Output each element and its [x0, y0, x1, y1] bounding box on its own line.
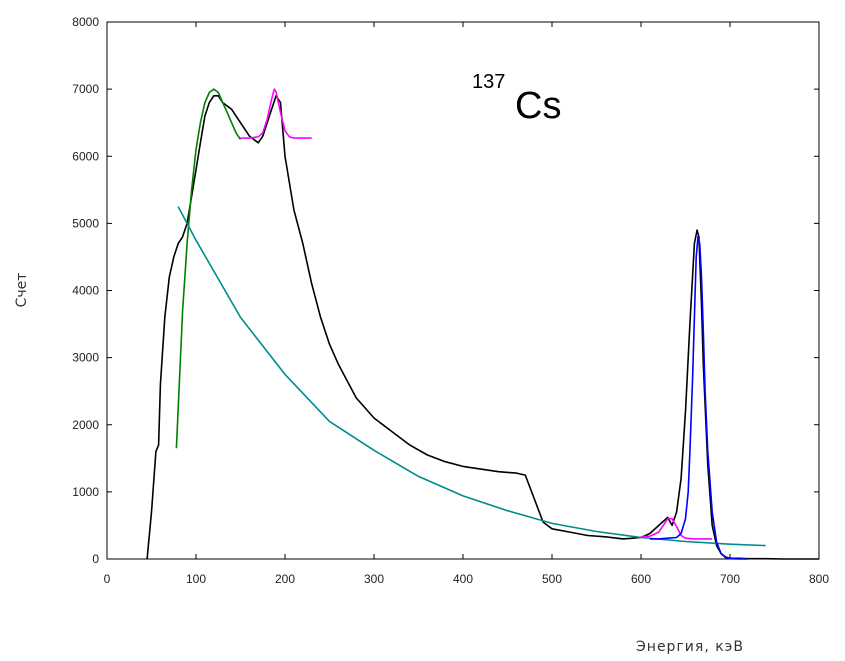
x-tick-label: 500: [542, 572, 562, 586]
series-line-3: [240, 88, 312, 139]
series-line-4: [177, 206, 766, 547]
y-tick-label: 3000: [72, 351, 99, 365]
plot-frame: [106, 21, 820, 560]
y-tick-label: 0: [92, 552, 99, 566]
x-tick-label: 0: [104, 572, 111, 586]
y-tick-label: 4000: [72, 284, 99, 298]
x-tick-label: 300: [364, 572, 384, 586]
series-line-5: [640, 517, 713, 540]
isotope-element-label: Cs: [515, 85, 561, 127]
x-tick-label: 100: [186, 572, 206, 586]
y-axis-title: Счет: [14, 273, 30, 308]
series-layer: [146, 88, 819, 560]
series-line-1: [146, 95, 819, 560]
y-tick-label: 7000: [72, 82, 99, 96]
y-tick-label: 2000: [72, 418, 99, 432]
series-line-2: [175, 88, 242, 449]
y-tick-label: 1000: [72, 485, 99, 499]
isotope-mass-number: 137: [472, 71, 505, 93]
x-tick-label: 800: [809, 572, 829, 586]
y-tick-label: 6000: [72, 149, 99, 163]
y-tick-label: 8000: [72, 15, 99, 29]
x-tick-label: 700: [720, 572, 740, 586]
x-axis-title: Энергия, кэВ: [636, 639, 744, 655]
x-tick-label: 600: [631, 572, 651, 586]
tick-group: 0 100 200 300 400 500 600 700 800010002000300040…: [72, 15, 829, 586]
series-line-6: [649, 236, 748, 560]
y-tick-label: 5000: [72, 216, 99, 230]
x-tick-label: 400: [453, 572, 473, 586]
x-tick-label: 200: [275, 572, 295, 586]
